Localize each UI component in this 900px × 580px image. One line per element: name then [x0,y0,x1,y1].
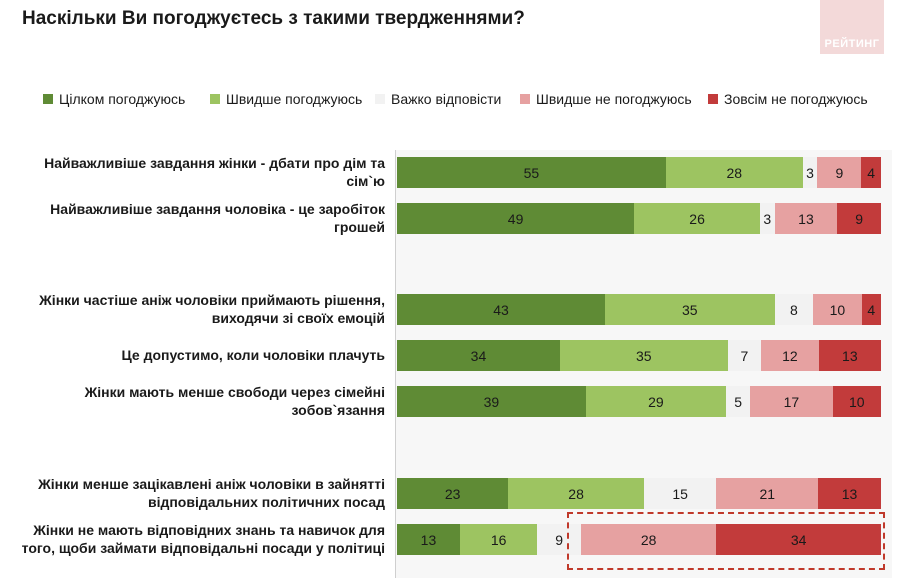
bar-segment-hard-to-say: 7 [727,340,762,371]
legend-item-strong-agree: Цілком погоджуюсь [43,91,185,107]
bar-segment-strong-agree: 23 [397,478,509,509]
bar-row: 43 35 8 10 4 [397,294,881,325]
bar-segment-disagree: 9 [817,157,862,188]
bar-segment-strong-agree: 34 [397,340,560,371]
bar-row: 23 28 15 21 13 [397,478,881,509]
legend-swatch [210,94,220,104]
legend-label: Швидше не погоджуюсь [536,91,692,107]
bar-segment-disagree: 12 [761,340,819,371]
bar-row: 55 28 3 9 4 [397,157,881,188]
bar-segment-hard-to-say: 15 [643,478,717,509]
legend-label: Важко відповісти [391,91,502,107]
bar-segment-strong-agree: 43 [397,294,606,325]
highlight-box [567,512,885,570]
bar-segment-agree: 16 [459,524,538,555]
bar-row: 13 16 9 28 34 [397,524,881,555]
legend-swatch [520,94,530,104]
bar-row: 34 35 7 12 13 [397,340,881,371]
bar-segment-hard-to-say: 5 [726,386,751,417]
bar-segment-hard-to-say: 8 [774,294,814,325]
category-label: Жінки не мають відповідних знань та нави… [21,522,385,556]
category-label: Найважливіше завдання жінки - дбати про … [44,155,385,189]
bar-segment-agree: 28 [665,157,803,188]
legend-item-agree: Швидше погоджуюсь [210,91,362,107]
legend-swatch [708,94,718,104]
bar-segment-strong-disagree: 10 [832,386,881,417]
bar-segment-strong-disagree: 34 [716,524,881,555]
legend-swatch [375,94,385,104]
bar-segment-strong-agree: 55 [397,157,666,188]
bar-segment-strong-disagree: 13 [818,340,881,371]
bar-segment-agree: 35 [605,294,775,325]
bar-segment-agree: 28 [508,478,644,509]
bar-segment-disagree: 21 [716,478,819,509]
legend-label: Швидше погоджуюсь [226,91,363,107]
bar-row: 39 29 5 17 10 [397,386,881,417]
bar-segment-disagree: 17 [750,386,833,417]
legend-swatch [43,94,53,104]
category-label: Жінки частіше аніж чоловіки приймають рі… [39,292,385,326]
bar-segment-disagree: 28 [580,524,717,555]
bar-segment-agree: 35 [559,340,728,371]
category-label: Жінки менше зацікавлені аніж чоловіки в … [38,476,385,510]
bar-segment-agree: 29 [585,386,727,417]
bar-segment-strong-agree: 13 [397,524,460,555]
bar-segment-strong-disagree: 4 [861,157,881,188]
category-label: Жінки мають менше свободи через сімейні … [84,384,385,418]
stacked-bar-chart: Найважливіше завдання жінки - дбати про … [0,140,900,580]
chart-title: Наскільки Ви погоджуєтесь з такими тверд… [22,8,525,29]
bar-segment-strong-disagree: 13 [818,478,881,509]
legend-label: Зовсім не погоджуюсь [724,91,868,107]
legend-item-hard-to-say: Важко відповісти [375,91,501,107]
bar-segment-hard-to-say: 9 [537,524,581,555]
legend-item-strong-disagree: Зовсім не погоджуюсь [708,91,868,107]
category-axis-line [395,150,396,578]
category-label: Це допустимо, коли чоловіки плачуть [121,347,386,363]
category-label: Найважливіше завдання чоловіка - це заро… [50,201,385,235]
bar-segment-strong-disagree: 9 [837,203,881,234]
bar-segment-hard-to-say: 3 [759,203,775,234]
rating-logo: РЕЙТИНГ [820,0,884,54]
bar-segment-strong-disagree: 4 [861,294,881,325]
legend-label: Цілком погоджуюсь [59,91,186,107]
bar-segment-strong-agree: 49 [397,203,635,234]
bar-segment-disagree: 13 [774,203,838,234]
bar-segment-strong-agree: 39 [397,386,586,417]
legend-item-disagree: Швидше не погоджуюсь [520,91,692,107]
logo-text: РЕЙТИНГ [824,38,880,50]
bar-segment-hard-to-say: 3 [802,157,818,188]
bar-segment-disagree: 10 [813,294,862,325]
legend: Цілком погоджуюсь Швидше погоджуюсь Важко … [0,91,900,111]
bar-segment-agree: 26 [634,203,760,234]
bar-row: 49 26 3 13 9 [397,203,881,234]
